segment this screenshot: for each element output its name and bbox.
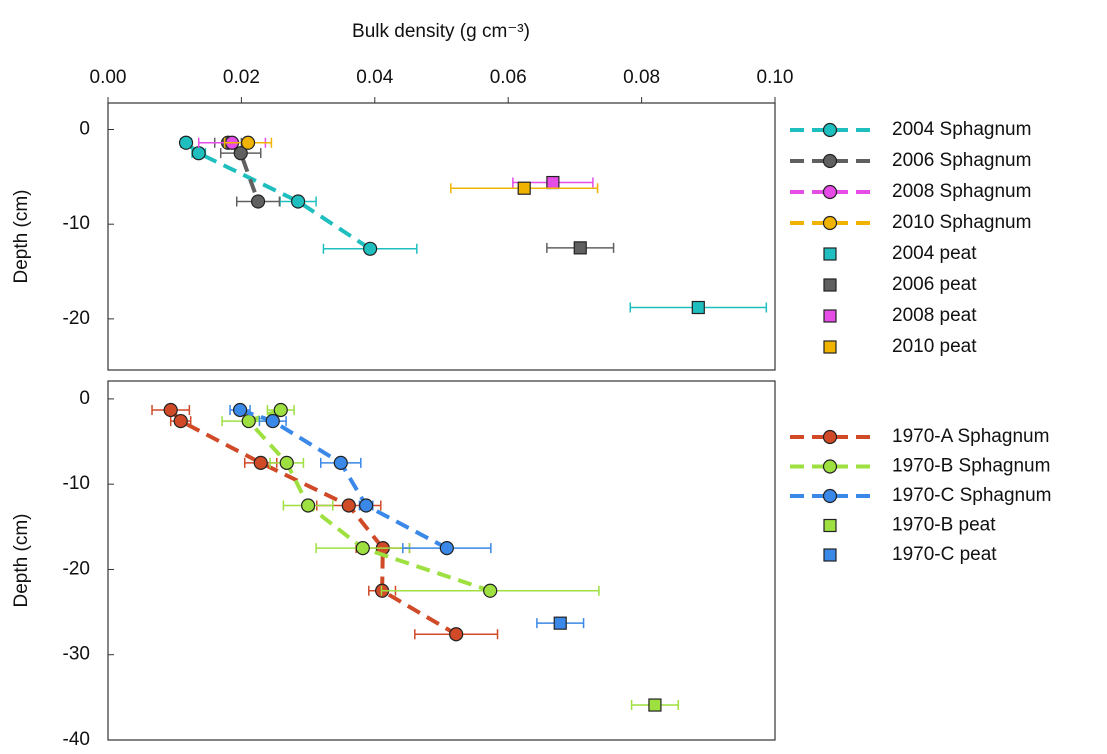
marker xyxy=(363,241,378,256)
x-axis-title: Bulk density (g cm⁻³) xyxy=(352,21,530,42)
legend-marker xyxy=(822,153,838,169)
marker xyxy=(290,194,306,209)
legend-marker xyxy=(822,184,838,200)
x-tick-label: 0.04 xyxy=(356,67,393,88)
marker xyxy=(553,616,567,630)
marker xyxy=(341,498,356,513)
legend-marker xyxy=(822,215,838,231)
marker xyxy=(333,455,348,470)
marker xyxy=(241,413,256,429)
marker xyxy=(163,402,178,418)
y-tick-label: -40 xyxy=(63,729,90,750)
legend-label: 1970-C peat xyxy=(892,544,997,565)
legend-marker xyxy=(822,429,838,445)
plot-frame xyxy=(107,380,776,741)
legend-marker xyxy=(823,278,837,292)
legend-label: 2010 peat xyxy=(892,336,977,357)
x-tick-label: 0.06 xyxy=(490,67,527,88)
legend-marker xyxy=(823,309,837,323)
marker xyxy=(359,498,374,513)
y-axis-title: Depth (cm) xyxy=(11,514,32,608)
marker xyxy=(279,455,294,470)
marker xyxy=(191,146,206,161)
marker xyxy=(691,300,705,315)
marker xyxy=(517,181,531,195)
y-tick-label: -20 xyxy=(63,308,90,329)
legend-marker xyxy=(823,247,837,261)
legend-label: 2006 peat xyxy=(892,274,977,295)
legend-marker xyxy=(822,459,838,474)
marker xyxy=(449,627,464,642)
marker xyxy=(546,175,560,190)
legend-marker xyxy=(822,488,838,504)
marker xyxy=(232,402,248,418)
x-tick-label: 0.02 xyxy=(223,67,260,88)
marker xyxy=(439,541,454,556)
legend-marker xyxy=(822,122,838,138)
series-line xyxy=(239,408,448,550)
legend-label: 1970-B Sphagnum xyxy=(892,456,1050,477)
marker xyxy=(265,413,280,429)
legend-label: 2008 Sphagnum xyxy=(892,181,1031,202)
x-tick-label: 0.00 xyxy=(90,67,127,88)
marker xyxy=(178,135,194,150)
marker xyxy=(173,413,188,429)
y-axis-title: Depth (cm) xyxy=(11,190,32,284)
marker xyxy=(273,402,288,418)
legend-label: 2006 Sphagnum xyxy=(892,150,1031,171)
y-tick-label: 0 xyxy=(79,119,90,140)
legend-label: 2008 peat xyxy=(892,305,977,326)
marker xyxy=(573,241,587,255)
y-tick-label: -10 xyxy=(63,213,90,234)
legend-label: 1970-C Sphagnum xyxy=(892,485,1052,506)
y-tick-label: -30 xyxy=(63,644,90,665)
series-line xyxy=(169,408,458,636)
x-tick-label: 0.08 xyxy=(623,67,660,88)
legend-label: 2004 peat xyxy=(892,243,977,264)
marker xyxy=(648,698,662,712)
marker xyxy=(301,498,316,513)
y-tick-label: -10 xyxy=(63,473,90,494)
plot-frame xyxy=(107,102,776,371)
y-tick-label: 0 xyxy=(79,388,90,409)
legend-label: 1970-A Sphagnum xyxy=(892,426,1049,447)
series-line xyxy=(184,141,372,251)
legend-marker xyxy=(823,340,837,354)
marker xyxy=(250,194,266,209)
legend-marker xyxy=(823,548,837,562)
y-tick-label: -20 xyxy=(63,558,90,579)
legend-label: 2010 Sphagnum xyxy=(892,212,1031,233)
marker xyxy=(355,541,370,556)
marker xyxy=(233,146,248,161)
legend-marker xyxy=(823,518,837,533)
legend-label: 2004 Sphagnum xyxy=(892,119,1031,140)
x-tick-label: 0.10 xyxy=(757,67,794,88)
marker xyxy=(483,583,498,598)
marker xyxy=(253,455,268,470)
legend-label: 1970-B peat xyxy=(892,515,996,536)
marker xyxy=(240,135,256,150)
